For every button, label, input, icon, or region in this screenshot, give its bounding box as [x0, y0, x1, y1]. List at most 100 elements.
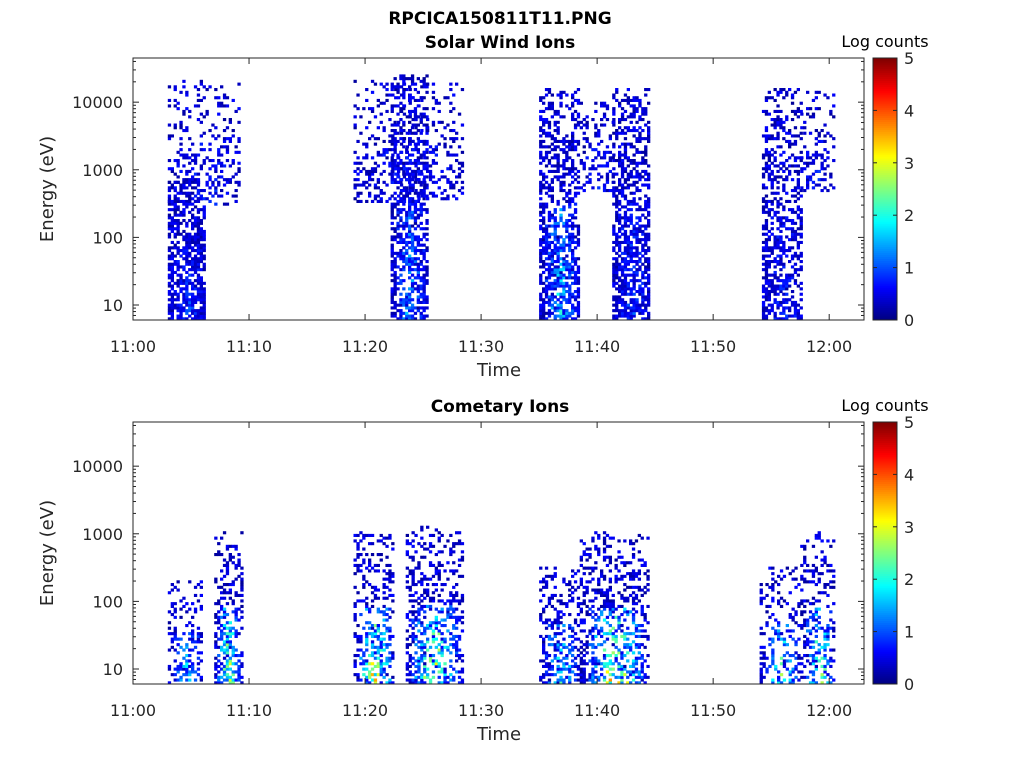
heatmap-cell — [391, 656, 395, 660]
heatmap-cell — [193, 235, 198, 239]
heatmap-cell — [225, 145, 230, 149]
heatmap-cell — [571, 175, 575, 179]
heatmap-cell — [539, 243, 543, 247]
heatmap-cell — [814, 169, 818, 173]
heatmap-cell — [547, 210, 552, 214]
heatmap-cell — [394, 142, 398, 146]
heatmap-cell — [408, 270, 412, 274]
heatmap-cell — [431, 148, 436, 152]
heatmap-cell — [222, 129, 227, 133]
heatmap-cell — [408, 681, 412, 685]
heatmap-cell — [222, 563, 227, 567]
heatmap-cell — [413, 98, 418, 102]
heatmap-cell — [167, 216, 172, 220]
heatmap-cell — [785, 317, 789, 321]
heatmap-cell — [231, 645, 235, 649]
heatmap-cell — [420, 654, 424, 658]
heatmap-cell — [413, 112, 418, 116]
heatmap-cell — [612, 107, 616, 111]
heatmap-cell — [396, 265, 400, 269]
heatmap-cell — [397, 180, 401, 184]
heatmap-cell — [767, 229, 771, 233]
heatmap-cell — [420, 536, 424, 540]
heatmap-cell — [785, 314, 789, 318]
heatmap-cell — [460, 659, 465, 663]
colorbar-label: Log counts — [841, 32, 928, 51]
heatmap-cell — [185, 202, 189, 206]
heatmap-cell — [376, 656, 380, 660]
heatmap-cell — [547, 273, 552, 277]
heatmap-cell — [440, 654, 444, 658]
heatmap-cell — [425, 131, 429, 135]
heatmap-cell — [764, 306, 769, 310]
heatmap-cell — [647, 260, 651, 264]
heatmap-cell — [402, 186, 407, 190]
heatmap-cell — [782, 120, 786, 124]
heatmap-cell — [390, 156, 394, 160]
heatmap-cell — [443, 670, 447, 674]
heatmap-cell — [390, 123, 394, 127]
heatmap-cell — [785, 115, 789, 119]
heatmap-cell — [446, 167, 450, 171]
colorbar-swatch — [873, 266, 897, 270]
heatmap-cell — [612, 295, 616, 299]
heatmap-cell — [399, 131, 404, 135]
heatmap-cell — [191, 306, 195, 310]
heatmap-cell — [188, 197, 192, 201]
heatmap-cell — [582, 137, 586, 141]
heatmap-cell — [641, 317, 645, 321]
heatmap-cell — [423, 115, 427, 119]
heatmap-cell — [623, 156, 628, 160]
heatmap-cell — [811, 112, 816, 116]
colorbar-swatch — [873, 170, 897, 174]
heatmap-cell — [799, 292, 803, 296]
heatmap-cell — [394, 96, 398, 100]
heatmap-cell — [202, 265, 206, 269]
colorbar-swatch — [873, 291, 897, 294]
heatmap-cell — [228, 645, 232, 649]
heatmap-cell — [396, 254, 400, 258]
heatmap-cell — [379, 643, 383, 647]
heatmap-cell — [373, 629, 378, 633]
heatmap-cell — [373, 656, 378, 660]
heatmap-cell — [779, 262, 783, 266]
heatmap-cell — [426, 129, 430, 133]
heatmap-cell — [393, 279, 397, 283]
heatmap-cell — [817, 178, 821, 182]
heatmap-cell — [182, 298, 186, 302]
heatmap-cell — [623, 221, 628, 225]
heatmap-cell — [356, 553, 360, 557]
heatmap-cell — [796, 216, 800, 220]
heatmap-cell — [428, 624, 433, 628]
heatmap-cell — [571, 131, 575, 135]
heatmap-cell — [788, 273, 792, 277]
heatmap-cell — [411, 656, 415, 660]
heatmap-cell — [225, 640, 230, 644]
heatmap-cell — [618, 153, 622, 157]
heatmap-cell — [443, 678, 447, 682]
heatmap-cell — [167, 281, 172, 285]
heatmap-cell — [559, 659, 563, 663]
heatmap-cell — [602, 156, 607, 160]
heatmap-cell — [576, 115, 581, 119]
heatmap-cell — [790, 142, 795, 146]
heatmap-cell — [205, 112, 209, 116]
heatmap-cell — [799, 287, 803, 291]
heatmap-cell — [597, 131, 601, 135]
heatmap-cell — [638, 311, 642, 315]
heatmap-cell — [782, 284, 786, 288]
heatmap-cell — [556, 238, 560, 242]
heatmap-cell — [220, 675, 224, 679]
heatmap-cell — [641, 109, 645, 113]
heatmap-cell — [573, 664, 578, 668]
heatmap-cell — [222, 178, 227, 182]
heatmap-cell — [414, 659, 418, 663]
heatmap-cell — [205, 109, 209, 113]
heatmap-cell — [460, 629, 465, 633]
heatmap-cell — [388, 148, 392, 152]
heatmap-cell — [199, 675, 203, 679]
heatmap-cell — [562, 292, 566, 296]
heatmap-cell — [460, 558, 465, 562]
heatmap-cell — [562, 281, 566, 285]
heatmap-cell — [182, 180, 186, 184]
